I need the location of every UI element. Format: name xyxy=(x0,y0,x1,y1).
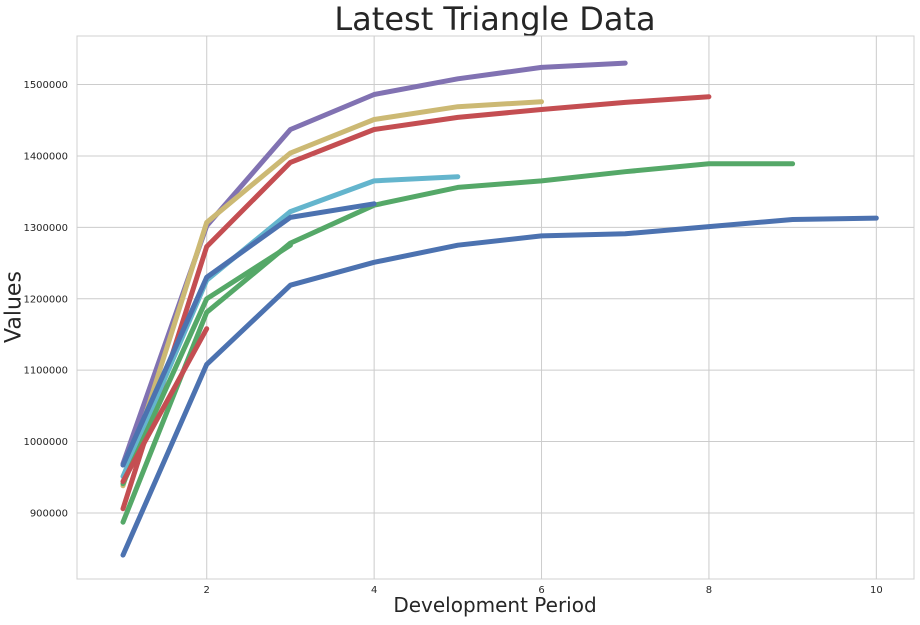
y-tick-label: 1500000 xyxy=(23,80,68,91)
y-axis-ticks: 900000 1000000 1100000 1200000 1300000 140000… xyxy=(23,80,68,519)
series-line-2 xyxy=(120,161,796,525)
x-axis-ticks: 2 4 6 8 10 xyxy=(204,585,883,596)
plot-background xyxy=(76,35,915,580)
x-tick-label: 8 xyxy=(706,585,712,596)
series-lines xyxy=(120,60,879,558)
grid xyxy=(77,36,914,579)
x-tick-label: 10 xyxy=(870,585,883,596)
series-line-7 xyxy=(120,201,377,468)
y-tick-label: 900000 xyxy=(30,508,68,519)
series-line-8 xyxy=(120,242,293,487)
y-tick-label: 1200000 xyxy=(23,294,68,305)
series-line-5 xyxy=(120,99,544,489)
series-line-9 xyxy=(120,326,210,484)
series-line-1 xyxy=(120,215,879,558)
y-tick-label: 1400000 xyxy=(23,151,68,162)
x-tick-label: 4 xyxy=(371,585,377,596)
y-tick-label: 1300000 xyxy=(23,223,68,234)
series-line-3 xyxy=(120,94,712,512)
chart-title: Latest Triangle Data xyxy=(334,0,656,38)
y-tick-label: 1100000 xyxy=(23,366,68,377)
x-axis-label: Development Period xyxy=(393,593,597,617)
x-tick-label: 2 xyxy=(204,585,210,596)
x-tick-label: 6 xyxy=(538,585,544,596)
y-tick-label: 1000000 xyxy=(23,437,68,448)
y-axis-label: Values xyxy=(1,271,27,343)
